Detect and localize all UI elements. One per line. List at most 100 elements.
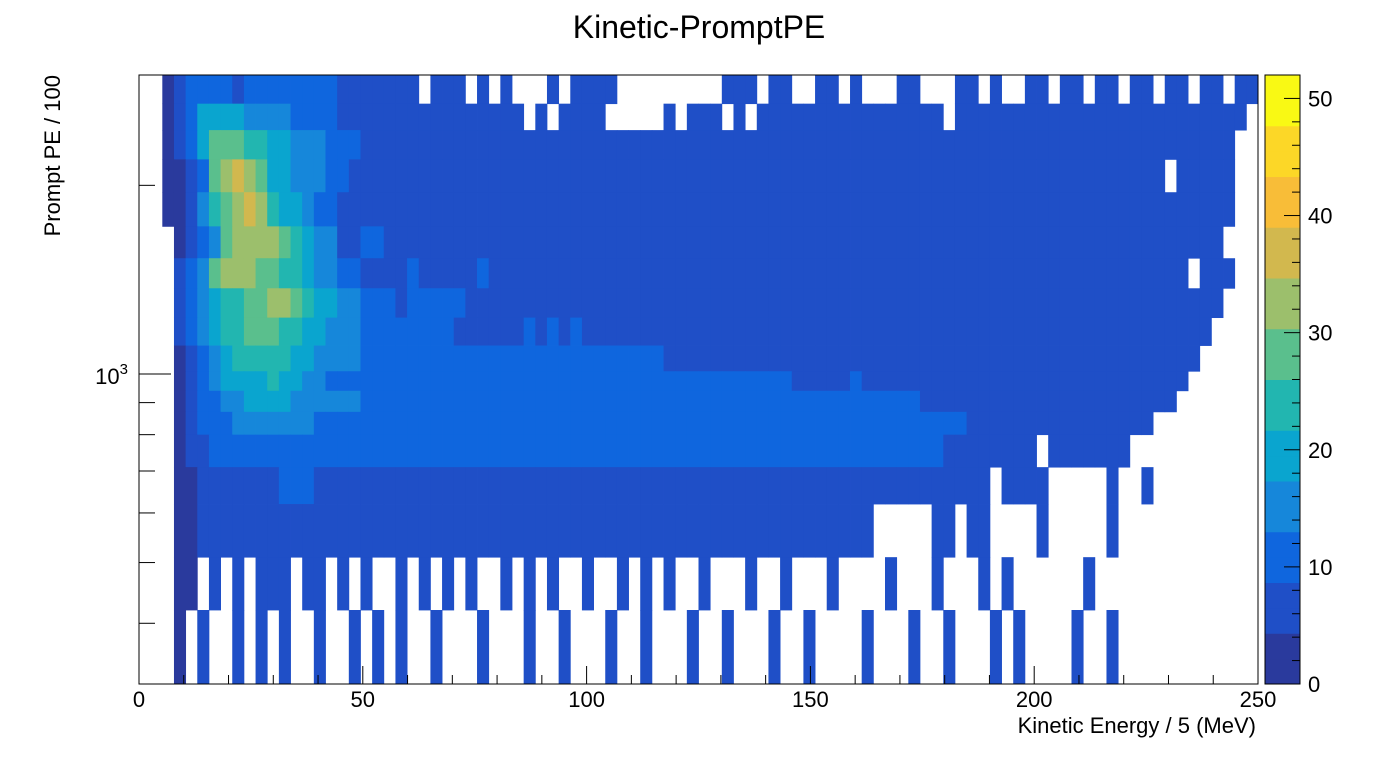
heatmap-cell xyxy=(290,317,303,346)
heatmap-cell xyxy=(1013,345,1026,372)
heatmap-cell xyxy=(686,226,699,259)
heatmap-cell xyxy=(628,130,641,160)
heatmap-cell xyxy=(733,467,746,505)
heatmap-cell xyxy=(745,192,758,227)
heatmap-cell xyxy=(570,411,583,436)
heatmap-cell xyxy=(1083,226,1096,259)
heatmap-cell xyxy=(232,103,245,131)
heatmap-cell xyxy=(838,288,851,319)
heatmap-cell xyxy=(558,258,571,289)
heatmap-cell xyxy=(1048,130,1061,160)
heatmap-cell xyxy=(1001,159,1014,193)
heatmap-cell xyxy=(1106,411,1119,436)
heatmap-cell xyxy=(850,192,863,227)
heatmap-cell xyxy=(442,557,455,611)
heatmap-cell xyxy=(383,371,396,392)
heatmap-cell xyxy=(616,371,629,392)
heatmap-cell xyxy=(523,390,536,413)
x-tick-label: 150 xyxy=(792,687,829,712)
heatmap-cell xyxy=(185,75,198,105)
heatmap-cell xyxy=(558,288,571,319)
heatmap-cell xyxy=(465,345,478,372)
heatmap-cell xyxy=(989,192,1002,227)
heatmap-cell xyxy=(325,192,338,227)
heatmap-cell xyxy=(978,103,991,131)
heatmap-cell xyxy=(1001,288,1014,319)
heatmap-cell xyxy=(243,504,256,558)
heatmap-cell xyxy=(197,226,210,259)
heatmap-cell xyxy=(815,258,828,289)
heatmap-cell xyxy=(710,345,723,372)
heatmap-cell xyxy=(290,504,303,558)
heatmap-cell xyxy=(488,317,501,346)
heatmap-cell xyxy=(838,159,851,193)
heatmap-cell xyxy=(500,103,513,131)
heatmap-cell xyxy=(430,103,443,131)
heatmap-cell xyxy=(430,467,443,505)
heatmap-cell xyxy=(512,467,525,505)
heatmap-cell xyxy=(826,159,839,193)
heatmap-cell xyxy=(605,411,618,436)
heatmap-cell xyxy=(721,467,734,505)
heatmap-cell xyxy=(1001,103,1014,131)
heatmap-cell xyxy=(1036,159,1049,193)
heatmap-cell xyxy=(208,345,221,372)
heatmap-cell xyxy=(908,258,921,289)
heatmap-cell xyxy=(465,226,478,259)
heatmap-cell xyxy=(1059,159,1072,193)
heatmap-cell xyxy=(1129,130,1142,160)
heatmap-cell xyxy=(663,103,676,131)
heatmap-cell xyxy=(803,288,816,319)
heatmap-cell xyxy=(302,130,315,160)
heatmap-cell xyxy=(430,390,443,413)
heatmap-cell xyxy=(651,159,664,193)
heatmap-cell xyxy=(453,345,466,372)
heatmap-cell xyxy=(430,226,443,259)
heatmap-cell xyxy=(267,288,280,319)
heatmap-cell xyxy=(919,345,933,372)
heatmap-cell xyxy=(208,103,221,131)
heatmap-cell xyxy=(640,258,653,289)
heatmap-cell xyxy=(546,130,560,160)
heatmap-cell xyxy=(255,226,268,259)
colorbar-swatch xyxy=(1265,278,1300,304)
heatmap-cell xyxy=(255,557,268,611)
heatmap-cell xyxy=(325,504,338,558)
heatmap-cell xyxy=(453,504,466,558)
heatmap-cell xyxy=(698,371,711,392)
heatmap-cell xyxy=(1024,411,1037,436)
heatmap-cell xyxy=(395,557,408,611)
heatmap-cell xyxy=(605,159,618,193)
heatmap-cell xyxy=(407,192,420,227)
heatmap-cell xyxy=(1001,130,1014,160)
heatmap-cell xyxy=(710,434,723,468)
heatmap-cell xyxy=(1153,371,1166,392)
heatmap-cell xyxy=(605,226,618,259)
heatmap-cell xyxy=(372,288,385,319)
heatmap-cell xyxy=(1129,317,1142,346)
heatmap-cell xyxy=(418,226,431,259)
heatmap-cell xyxy=(1083,371,1096,392)
x-tick-label: 200 xyxy=(1016,687,1053,712)
heatmap-cell xyxy=(663,317,676,346)
heatmap-cell xyxy=(943,317,956,346)
heatmap-cell xyxy=(570,130,583,160)
heatmap-cell xyxy=(651,390,664,413)
heatmap-cell xyxy=(1106,317,1119,346)
heatmap-cell xyxy=(896,226,909,259)
heatmap-cell xyxy=(243,258,256,289)
heatmap-cell xyxy=(1036,504,1049,558)
heatmap-cell xyxy=(313,390,326,413)
heatmap-cell xyxy=(208,504,221,558)
heatmap-cell xyxy=(803,390,816,413)
heatmap-cell xyxy=(675,226,688,259)
heatmap-cell xyxy=(698,345,711,372)
heatmap-cell xyxy=(791,371,804,392)
heatmap-cell xyxy=(1118,258,1131,289)
x-tick-label: 50 xyxy=(351,687,375,712)
heatmap-cell xyxy=(1118,411,1131,436)
colorbar-swatch xyxy=(1265,607,1300,634)
heatmap-cell xyxy=(255,504,268,558)
heatmap-cell xyxy=(651,258,664,289)
heatmap-cell xyxy=(558,159,571,193)
